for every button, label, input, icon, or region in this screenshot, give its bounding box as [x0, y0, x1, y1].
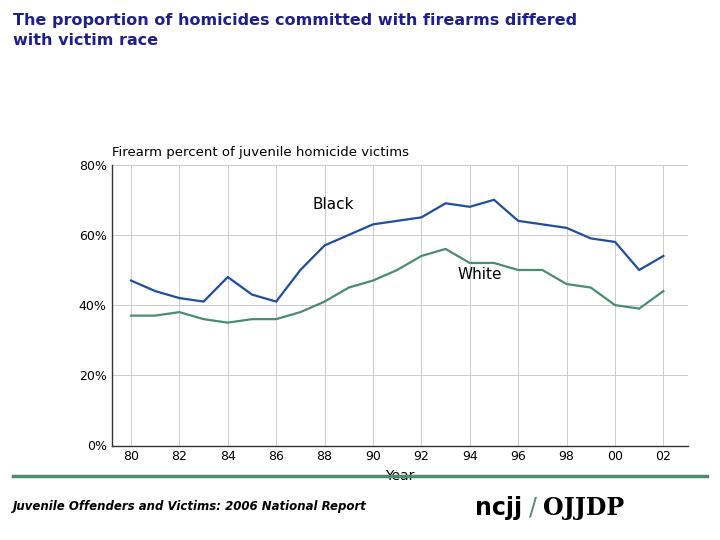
- Text: Firearm percent of juvenile homicide victims: Firearm percent of juvenile homicide vic…: [112, 146, 409, 159]
- Text: Juvenile Offenders and Victims: 2006 National Report: Juvenile Offenders and Victims: 2006 Nat…: [13, 500, 366, 513]
- Text: The proportion of homicides committed with firearms differed
with victim race: The proportion of homicides committed wi…: [13, 14, 577, 48]
- Text: Black: Black: [312, 197, 354, 212]
- Text: White: White: [458, 267, 502, 282]
- Text: OJJDP: OJJDP: [543, 496, 624, 519]
- Text: ncjj: ncjj: [475, 496, 522, 519]
- Text: /: /: [529, 496, 537, 519]
- X-axis label: Year: Year: [385, 469, 414, 483]
